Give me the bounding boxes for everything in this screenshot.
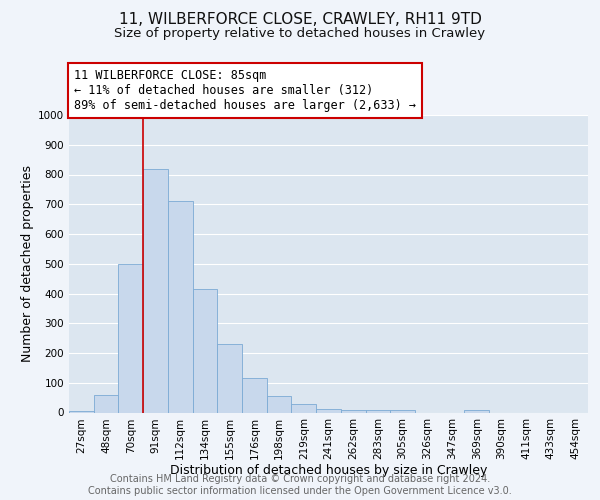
Bar [390,410,415,412]
Bar [464,410,489,412]
Bar [341,410,365,412]
Bar [143,168,168,412]
Bar [267,396,292,412]
Bar [168,202,193,412]
Bar [94,394,118,412]
Text: Contains public sector information licensed under the Open Government Licence v3: Contains public sector information licen… [88,486,512,496]
Bar [118,264,143,412]
Text: Contains HM Land Registry data © Crown copyright and database right 2024.: Contains HM Land Registry data © Crown c… [110,474,490,484]
Bar [365,410,390,412]
Text: 11 WILBERFORCE CLOSE: 85sqm
← 11% of detached houses are smaller (312)
89% of se: 11 WILBERFORCE CLOSE: 85sqm ← 11% of det… [74,69,416,112]
Bar [242,378,267,412]
Bar [292,404,316,412]
X-axis label: Distribution of detached houses by size in Crawley: Distribution of detached houses by size … [170,464,487,476]
Bar [193,289,217,412]
Y-axis label: Number of detached properties: Number of detached properties [21,165,34,362]
Text: Size of property relative to detached houses in Crawley: Size of property relative to detached ho… [115,28,485,40]
Text: 11, WILBERFORCE CLOSE, CRAWLEY, RH11 9TD: 11, WILBERFORCE CLOSE, CRAWLEY, RH11 9TD [119,12,481,28]
Bar [69,411,94,412]
Bar [316,409,341,412]
Bar [217,344,242,412]
